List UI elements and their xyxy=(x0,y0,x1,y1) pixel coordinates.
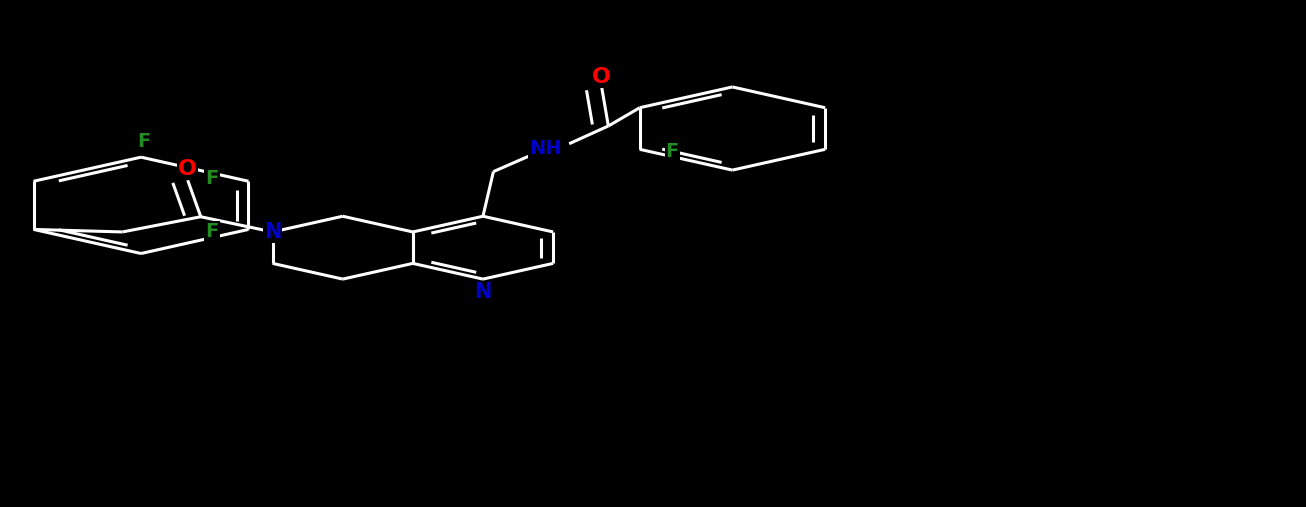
Text: O: O xyxy=(593,67,611,87)
Text: O: O xyxy=(178,159,197,179)
Text: F: F xyxy=(205,169,218,188)
Text: N: N xyxy=(264,222,281,242)
Text: N: N xyxy=(474,282,491,302)
Text: F: F xyxy=(137,132,150,152)
Text: NH: NH xyxy=(529,139,562,158)
Text: F: F xyxy=(666,142,679,161)
Text: F: F xyxy=(205,223,218,241)
